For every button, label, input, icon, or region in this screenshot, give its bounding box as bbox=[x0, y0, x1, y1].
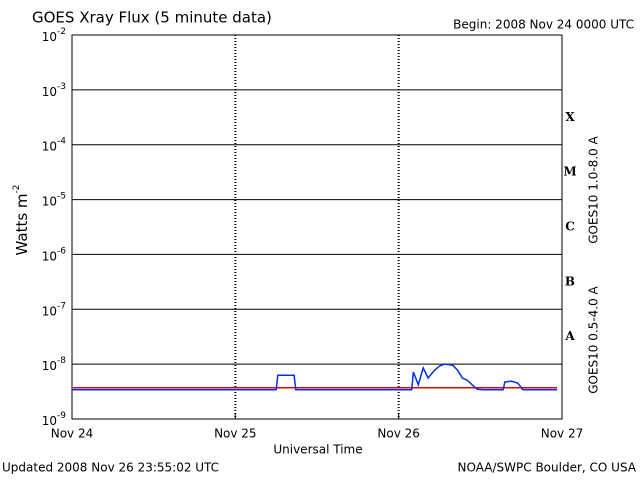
y-tick-base: 10 bbox=[42, 84, 57, 98]
y-tick-exponent: -6 bbox=[57, 246, 66, 256]
y-tick-base: 10 bbox=[42, 249, 57, 263]
legend-entry: GOES10 1.0-8.0 A bbox=[587, 135, 601, 243]
y-tick-base: 10 bbox=[42, 304, 57, 318]
y-tick-base: 10 bbox=[42, 194, 57, 208]
x-tick-label: Nov 26 bbox=[377, 427, 420, 441]
y-tick-label: 10-8 bbox=[42, 356, 67, 373]
flare-class-label: M bbox=[563, 165, 576, 179]
flare-class-label: X bbox=[565, 110, 575, 124]
x-axis-label: Universal Time bbox=[273, 443, 362, 457]
y-tick-label: 10-6 bbox=[42, 246, 67, 263]
y-tick-label: 10-3 bbox=[42, 81, 66, 98]
y-tick-label: 10-2 bbox=[42, 27, 66, 44]
footer-right: NOAA/SWPC Boulder, CO USA bbox=[458, 461, 637, 475]
y-axis-label-exponent: -2 bbox=[12, 184, 22, 193]
y-tick-exponent: -9 bbox=[57, 411, 66, 421]
flare-class-label: C bbox=[565, 220, 575, 234]
y-tick-base: 10 bbox=[42, 139, 57, 153]
y-tick-base: 10 bbox=[42, 30, 57, 44]
y-tick-exponent: -3 bbox=[57, 81, 66, 91]
flare-class-label: B bbox=[565, 274, 575, 288]
y-tick-base: 10 bbox=[42, 359, 57, 373]
series-line bbox=[72, 363, 558, 391]
x-tick-label: Nov 24 bbox=[51, 427, 94, 441]
x-tick-label: Nov 25 bbox=[214, 427, 257, 441]
x-tick-label: Nov 27 bbox=[541, 427, 584, 441]
y-tick-label: 10-5 bbox=[42, 191, 66, 208]
y-axis-label-base: Watts m bbox=[13, 193, 31, 255]
plot-frame bbox=[71, 34, 563, 420]
y-tick-label: 10-7 bbox=[42, 301, 66, 318]
flare-class-label: A bbox=[564, 329, 575, 343]
y-tick-exponent: -5 bbox=[57, 191, 66, 201]
footer-left: Updated 2008 Nov 26 23:55:02 UTC bbox=[2, 461, 219, 475]
y-tick-label: 10-9 bbox=[42, 411, 67, 428]
y-tick-label: 10-4 bbox=[42, 136, 67, 153]
y-tick-exponent: -7 bbox=[57, 301, 66, 311]
y-tick-exponent: -8 bbox=[57, 356, 66, 366]
y-tick-exponent: -4 bbox=[57, 136, 66, 146]
legend-entry: GOES10 0.5-4.0 A bbox=[587, 285, 601, 393]
chart-subtitle: Begin: 2008 Nov 24 0000 UTC bbox=[453, 18, 634, 32]
y-axis-label: Watts m-2 bbox=[12, 184, 31, 255]
y-tick-exponent: -2 bbox=[57, 27, 66, 37]
y-tick-base: 10 bbox=[42, 414, 57, 428]
chart-title: GOES Xray Flux (5 minute data) bbox=[32, 9, 272, 27]
